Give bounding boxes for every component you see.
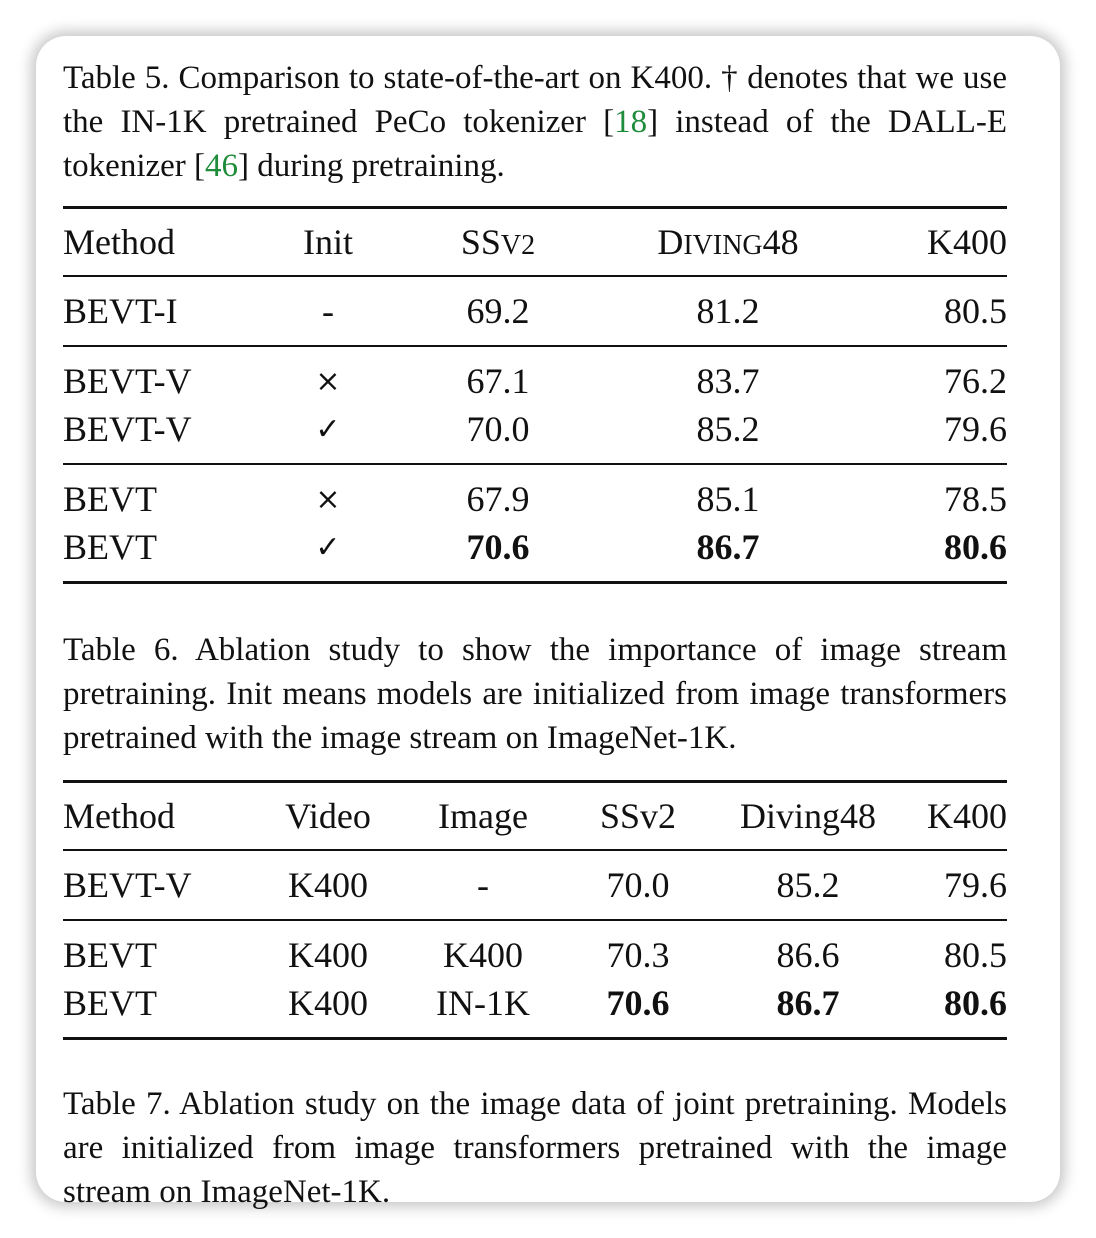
col-header-init: Init [303, 222, 353, 262]
col-header-video: Video [285, 796, 371, 836]
cell-video: K400 [288, 983, 368, 1023]
cell-method: BEVT [63, 935, 157, 975]
col-header-k400: K400 [927, 222, 1007, 262]
cell-init: - [322, 291, 334, 331]
cell-method: BEVT-V [63, 865, 192, 905]
cell-k400: 78.5 [944, 479, 1007, 519]
cell-image: IN-1K [436, 983, 530, 1023]
table5-caption: Table 5. Comparison to state-of-the-art … [63, 60, 1007, 184]
cell-image: K400 [443, 935, 523, 975]
cell-diving48: 86.7 [776, 983, 840, 1023]
cell-ssv2: 69.2 [466, 291, 530, 331]
cell-diving48: 85.2 [696, 409, 760, 449]
cell-k400: 80.5 [944, 291, 1007, 331]
cell-diving48: 86.6 [776, 935, 840, 975]
table-row: BEVT K400 K400 70.3 86.6 80.5 [63, 920, 1007, 979]
check-icon: ✓ [315, 529, 341, 565]
cell-ssv2: 70.6 [466, 527, 530, 567]
citation-link-46[interactable]: 46 [205, 148, 239, 184]
cell-ssv2: 70.6 [606, 983, 670, 1023]
cell-k400: 80.6 [944, 983, 1007, 1023]
cell-ssv2: 67.1 [466, 361, 530, 401]
cell-method: BEVT-V [63, 409, 192, 449]
cell-method: BEVT [63, 479, 157, 519]
cell-diving48: 81.2 [696, 291, 760, 331]
cell-diving48: 86.7 [696, 527, 760, 567]
cell-k400: 76.2 [944, 361, 1007, 401]
cell-diving48: 85.1 [696, 479, 760, 519]
cell-video: K400 [288, 865, 368, 905]
table-row: BEVT-V ✓ 70.0 85.2 79.6 [63, 405, 1007, 464]
cell-image: - [477, 865, 489, 905]
cell-ssv2: 70.0 [466, 409, 530, 449]
table-row: BEVT-I - 69.2 81.2 80.5 [63, 276, 1007, 346]
table-row: BEVT-V K400 - 70.0 85.2 79.6 [63, 850, 1007, 920]
col-header-method: Method [63, 222, 175, 262]
table7-caption: Table 7. Ablation study on the image dat… [63, 1086, 1007, 1210]
table5: Method Init SSV2 DIVING48 K400 BEVT-I - … [63, 206, 1007, 584]
cross-icon: × [315, 481, 341, 517]
cell-method: BEVT-I [63, 291, 178, 331]
table-row: BEVT K400 IN-1K 70.6 86.7 80.6 [63, 979, 1007, 1039]
cell-ssv2: 67.9 [466, 479, 530, 519]
document-card [36, 36, 1060, 1202]
cell-k400: 80.6 [944, 527, 1007, 567]
col-header-ssv2: SSv2 [599, 796, 677, 836]
table6-header-row: Method Video Image SSv2 Diving48 K400 [63, 781, 1007, 851]
cell-ssv2: 70.0 [606, 865, 670, 905]
col-header-diving48: Diving48 [739, 796, 876, 836]
cell-diving48: 83.7 [696, 361, 760, 401]
table5-header-row: Method Init SSV2 DIVING48 K400 [63, 207, 1007, 277]
cell-video: K400 [288, 935, 368, 975]
table-row: BEVT × 67.9 85.1 78.5 [63, 464, 1007, 523]
cell-method: BEVT [63, 983, 157, 1023]
cell-diving48: 85.2 [776, 865, 840, 905]
cell-k400: 80.5 [944, 935, 1007, 975]
col-header-k400: K400 [927, 796, 1007, 836]
col-header-ssv2: SSV2 [460, 222, 536, 262]
cross-icon: × [315, 363, 341, 399]
col-header-diving48: DIVING48 [657, 222, 799, 262]
check-icon: ✓ [315, 411, 341, 447]
citation-link-18[interactable]: 18 [614, 104, 648, 140]
table6-caption: Table 6. Ablation study to show the impo… [63, 632, 1007, 756]
cell-method: BEVT-V [63, 361, 192, 401]
col-header-method: Method [63, 796, 175, 836]
cell-k400: 79.6 [944, 409, 1007, 449]
paper-excerpt: Table 5. Comparison to state-of-the-art … [63, 56, 1007, 1214]
cell-method: BEVT [63, 527, 157, 567]
table-row: BEVT-V × 67.1 83.7 76.2 [63, 346, 1007, 405]
col-header-image: Image [438, 796, 528, 836]
cell-ssv2: 70.3 [606, 935, 670, 975]
table6: Method Video Image SSv2 Diving48 K400 BE… [63, 780, 1007, 1040]
table-row: BEVT ✓ 70.6 86.7 80.6 [63, 523, 1007, 583]
cell-k400: 79.6 [944, 865, 1007, 905]
